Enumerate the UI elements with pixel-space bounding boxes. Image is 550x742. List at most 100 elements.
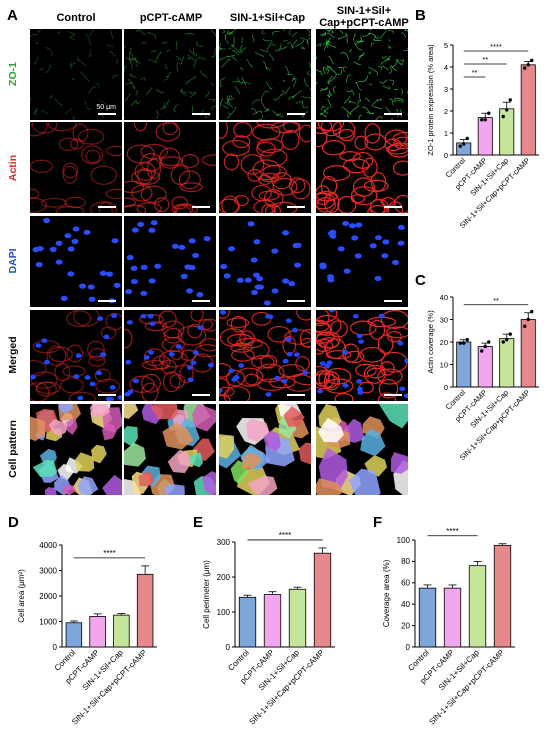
y-tick-label: 4 <box>444 63 448 72</box>
row-label-actin: Actin <box>7 154 19 182</box>
scale-bar <box>192 206 210 208</box>
data-point <box>487 111 491 115</box>
panel-letter-b: B <box>415 7 426 24</box>
bar-control <box>65 622 83 648</box>
bar-pcpt-camp <box>89 616 106 648</box>
bar-pcpt-camp <box>443 587 462 648</box>
micrograph-dapi-0 <box>30 216 122 307</box>
significance-label: **** <box>279 531 291 540</box>
row-label-cell-pattern: Cell pattern <box>7 420 19 478</box>
micrograph-actin-1 <box>124 122 216 213</box>
y-tick-label: 100 <box>217 608 231 617</box>
micrograph-zo1-2 <box>219 29 311 120</box>
significance-label: **** <box>446 527 458 536</box>
data-point <box>462 341 466 345</box>
scale-bar <box>192 113 210 115</box>
column-header-control: Control <box>56 12 96 24</box>
scale-bar <box>192 300 210 302</box>
y-tick-label: 0 <box>53 643 58 652</box>
data-point <box>508 332 512 336</box>
data-point <box>465 338 469 342</box>
data-point <box>505 338 509 342</box>
y-tick-label: 0 <box>444 383 448 392</box>
y-tick-label: 1000 <box>39 617 57 626</box>
significance-label: ** <box>482 55 488 64</box>
data-point <box>483 118 487 122</box>
bar-sin-1-sil-cap-pcpt-camp <box>313 552 332 648</box>
y-tick-label: 30 <box>440 315 448 324</box>
column-header-sin: SIN-1+Sil+Cap <box>229 12 306 24</box>
data-point <box>523 324 527 328</box>
y-tick-label: 2000 <box>39 592 57 601</box>
y-axis-label: Cell area (μm²) <box>17 569 26 623</box>
data-point <box>483 344 487 349</box>
row-label-merged: Merged <box>7 336 19 374</box>
data-point <box>465 136 469 141</box>
significance-label: **** <box>103 549 115 558</box>
micrograph-actin-0 <box>30 122 122 213</box>
bar-pcpt-camp <box>263 594 282 648</box>
data-point <box>526 317 530 322</box>
micrograph-actin-2 <box>219 122 311 213</box>
scale-bar <box>287 300 305 302</box>
scale-bar <box>384 300 402 302</box>
panel-letter-d: D <box>8 514 19 531</box>
panel-letter-e: E <box>193 514 204 531</box>
micrograph-pattern-1 <box>124 404 216 495</box>
micrograph-pattern-0 <box>30 404 122 495</box>
y-tick-label: 4000 <box>39 541 57 550</box>
scale-bar <box>98 394 116 396</box>
scale-bar-label: 50 μm <box>96 104 116 111</box>
y-tick-label: 20 <box>440 338 448 347</box>
y-tick-label: 60 <box>401 579 410 588</box>
y-tick-label: 200 <box>217 573 231 582</box>
micrograph-pattern-3 <box>316 404 408 495</box>
scale-bar <box>287 394 305 396</box>
bar-control <box>418 587 437 648</box>
bar-sin-1-sil-cap-pcpt-camp <box>136 573 154 648</box>
panel-letter-c: C <box>415 272 426 289</box>
bar-sin-1-sil-cap <box>113 614 130 648</box>
scale-bar <box>192 394 210 396</box>
data-point <box>508 98 512 102</box>
data-point <box>458 341 462 345</box>
scale-bar <box>98 113 116 115</box>
micrograph-merged-0 <box>30 310 122 401</box>
y-tick-label: 5 <box>444 41 448 50</box>
bar-pcpt-camp <box>477 346 493 388</box>
micrograph-zo1-0: 50 μm <box>30 29 122 120</box>
row-label-dapi: DAPI <box>7 248 19 274</box>
bar-sin-1-sil-cap <box>288 588 307 648</box>
micrograph-actin-3 <box>316 122 408 213</box>
bar-pcpt-camp <box>477 117 493 156</box>
micrograph-merged-1 <box>124 310 216 401</box>
data-point <box>458 144 462 148</box>
y-axis-label: ZO-1 protein expression (% area) <box>426 44 435 156</box>
data-point <box>462 142 466 146</box>
y-tick-label: 40 <box>401 600 410 609</box>
y-axis-label: Actin coverage (%) <box>426 310 435 374</box>
bar-control <box>238 596 257 648</box>
scale-bar <box>98 300 116 302</box>
y-tick-label: 300 <box>217 538 231 547</box>
micrograph-zo1-3 <box>316 29 408 120</box>
y-tick-label: 10 <box>440 360 448 369</box>
column-header-sin-pcpt: SIN-1+Sil+ Cap+pCPT-cAMP <box>319 5 409 29</box>
data-point <box>501 114 505 119</box>
scale-bar <box>287 206 305 208</box>
bar-sin-1-sil-cap-pcpt-camp <box>520 319 536 388</box>
micrograph-merged-2 <box>219 310 311 401</box>
scale-bar <box>98 206 116 208</box>
bar-sin-1-sil-cap-pcpt-camp <box>520 64 536 156</box>
bar-sin-1-sil-cap <box>499 338 515 388</box>
data-point <box>523 66 527 70</box>
y-tick-label: 3000 <box>39 566 57 575</box>
y-tick-label: 40 <box>440 293 448 302</box>
data-point <box>530 58 534 63</box>
y-tick-label: 100 <box>397 536 411 545</box>
